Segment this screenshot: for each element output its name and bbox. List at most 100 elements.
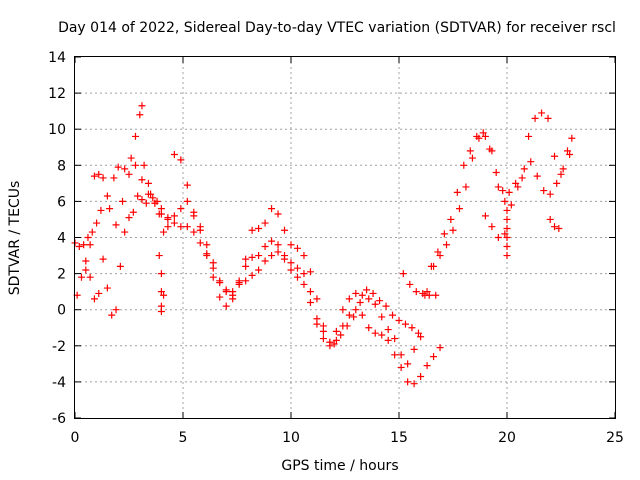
data-point — [462, 183, 470, 191]
data-point — [440, 230, 448, 238]
y-tick-label: -4 — [52, 375, 66, 391]
data-point — [131, 161, 139, 169]
data-point — [106, 205, 114, 213]
data-point — [313, 295, 321, 303]
data-point — [425, 291, 433, 299]
data-point — [410, 345, 418, 353]
data-point — [93, 219, 101, 227]
data-point — [382, 302, 390, 310]
data-point — [164, 223, 172, 231]
data-point — [242, 255, 250, 263]
data-point — [384, 326, 392, 334]
data-point — [313, 320, 321, 328]
data-point — [455, 205, 463, 213]
data-point — [410, 380, 418, 388]
y-tick-label: 4 — [57, 231, 66, 247]
data-point — [95, 170, 103, 178]
y-tick-label: 8 — [57, 158, 66, 174]
data-point — [261, 257, 269, 265]
data-point — [453, 188, 461, 196]
data-point — [350, 313, 358, 321]
data-point — [520, 165, 528, 173]
data-point — [242, 262, 250, 270]
data-point — [481, 132, 489, 140]
data-point — [401, 320, 409, 328]
data-point — [103, 284, 111, 292]
data-point — [86, 241, 94, 249]
x-tick-label: 0 — [71, 430, 80, 446]
data-point — [170, 150, 178, 158]
data-point — [466, 147, 474, 155]
data-point — [131, 132, 139, 140]
data-point — [203, 250, 211, 258]
data-point — [430, 353, 438, 361]
x-tick-label: 15 — [390, 430, 408, 446]
data-point — [568, 134, 576, 142]
data-point — [499, 187, 507, 195]
data-point — [155, 210, 163, 218]
data-point — [404, 378, 412, 386]
data-point — [408, 324, 416, 332]
data-point — [488, 223, 496, 231]
data-point — [527, 158, 535, 166]
data-point — [404, 360, 412, 368]
data-point — [157, 270, 165, 278]
data-point — [417, 333, 425, 341]
data-point — [255, 224, 263, 232]
data-point — [82, 266, 90, 274]
data-point — [149, 194, 157, 202]
data-point — [157, 308, 165, 316]
data-point — [142, 199, 150, 207]
data-point — [155, 252, 163, 260]
data-point — [196, 239, 204, 247]
data-point — [300, 252, 308, 260]
data-point — [447, 215, 455, 223]
data-point — [95, 289, 103, 297]
data-point — [170, 212, 178, 220]
data-point — [177, 156, 185, 164]
y-tick-label: 2 — [57, 267, 66, 283]
data-point — [306, 288, 314, 296]
data-point — [293, 264, 301, 272]
data-point — [261, 243, 269, 251]
data-point — [332, 327, 340, 335]
data-point — [108, 311, 116, 319]
data-point — [293, 273, 301, 281]
data-point — [82, 257, 90, 265]
data-point — [414, 329, 422, 337]
data-point — [121, 165, 129, 173]
data-point — [555, 224, 563, 232]
data-point — [177, 205, 185, 213]
data-point — [514, 183, 522, 191]
data-point — [432, 291, 440, 299]
data-point — [546, 215, 554, 223]
data-point — [352, 306, 360, 314]
axis-ticks — [74, 56, 616, 419]
data-point — [503, 206, 511, 214]
data-point — [110, 174, 118, 182]
plot-border — [74, 56, 616, 419]
data-point — [399, 270, 407, 278]
data-point — [501, 197, 509, 205]
data-point — [138, 102, 146, 110]
data-point — [125, 214, 133, 222]
data-point — [419, 289, 427, 297]
data-point — [371, 329, 379, 337]
data-point — [503, 252, 511, 260]
data-point — [505, 188, 513, 196]
data-point — [378, 313, 386, 321]
data-point — [229, 295, 237, 303]
data-point — [503, 234, 511, 241]
data-point — [287, 241, 295, 249]
data-point — [352, 289, 360, 297]
data-point — [488, 147, 496, 155]
data-point — [151, 199, 159, 207]
data-point — [235, 280, 243, 288]
data-point — [501, 230, 509, 238]
data-point — [183, 197, 191, 205]
data-point — [281, 255, 289, 263]
data-point — [255, 266, 263, 274]
data-point — [90, 295, 98, 303]
data-point — [378, 331, 386, 339]
